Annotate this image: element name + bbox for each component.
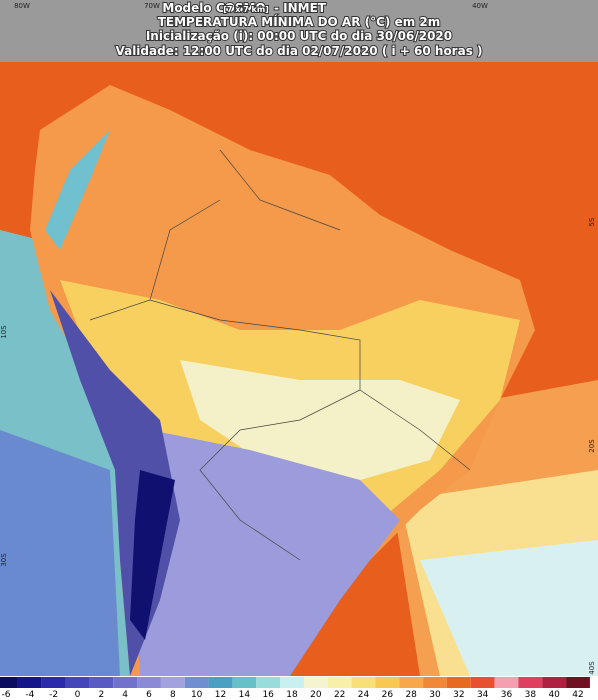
colombian-andes [45, 130, 110, 250]
borders [89, 149, 471, 561]
validity: Validade: 12:00 UTC do dia 02/07/2020 ( … [115, 44, 482, 58]
legend-label: 36 [501, 690, 513, 700]
legend-swatch [256, 677, 281, 688]
legend-swatch [351, 677, 376, 688]
andes-peak [130, 470, 175, 640]
model-name: Modelo COSMO [162, 1, 265, 15]
legend-swatch [137, 677, 161, 688]
legend-label: 22 [334, 690, 345, 700]
legend-label: 34 [477, 690, 489, 700]
legend-swatch [470, 677, 495, 688]
source: - INMET [274, 1, 327, 15]
latitude-label: 40S [588, 661, 596, 675]
header-band [0, 0, 598, 62]
legend-label: 32 [453, 690, 464, 700]
legend-swatch [184, 677, 209, 688]
legend-label: 10 [191, 690, 203, 700]
legend-swatch [399, 677, 424, 688]
map-title: TEMPERATURA MÍNIMA DO AR (°C) em 2m [158, 14, 441, 29]
latitude-label: 5S [588, 217, 596, 226]
legend-swatch [160, 677, 185, 688]
legend-label: 30 [429, 690, 441, 700]
cold-region [130, 430, 400, 676]
legend-swatch [113, 677, 138, 688]
legend-label: 38 [525, 690, 537, 700]
legend-swatch [89, 677, 114, 688]
legend-label: 20 [310, 690, 322, 700]
legend-swatch [303, 677, 328, 688]
latitude-label: 20S [588, 439, 596, 453]
legend-label: 42 [572, 690, 583, 700]
legend-label: 6 [146, 690, 152, 700]
legend-label: -4 [25, 690, 34, 700]
legend-swatch [518, 677, 543, 688]
legend-label: 24 [358, 690, 370, 700]
legend-label: 26 [382, 690, 394, 700]
legend-label: 28 [405, 690, 417, 700]
initialization: Inicialização (i): 00:00 UTC do dia 30/0… [146, 29, 452, 43]
legend-label: 18 [286, 690, 298, 700]
legend-swatch [208, 677, 233, 688]
longitude-label: 40W [472, 2, 488, 10]
legend-label: -2 [49, 690, 58, 700]
legend-swatch [17, 677, 42, 688]
legend-label: 40 [548, 690, 560, 700]
legend-swatch [0, 677, 18, 688]
legend-swatch [446, 677, 471, 688]
pacific-south [0, 430, 120, 676]
legend-swatch [41, 677, 66, 688]
legend-label: 0 [75, 690, 81, 700]
legend-label: 16 [262, 690, 274, 700]
legend-swatch [423, 677, 447, 688]
legend-swatch [566, 677, 590, 688]
legend-label: 14 [239, 690, 251, 700]
legend-swatch [327, 677, 352, 688]
legend-label: 12 [215, 690, 226, 700]
legend-swatch [65, 677, 90, 688]
resolution: [7 x 7 km] [223, 5, 269, 14]
legend-swatch [232, 677, 257, 688]
legend-swatch [494, 677, 519, 688]
latitude-label: 10S [0, 325, 8, 339]
legend-label: 4 [122, 690, 128, 700]
longitude-label: 70W [144, 2, 160, 10]
latitude-label: 30S [0, 553, 8, 567]
legend-swatch [542, 677, 567, 688]
legend-label: -6 [2, 690, 11, 700]
legend-swatch [375, 677, 400, 688]
legend-swatch [280, 677, 304, 688]
longitude-label: 80W [14, 2, 30, 10]
south-atlantic-cold [420, 540, 598, 676]
legend-label: 8 [170, 690, 176, 700]
header: Modelo COSMO [7 x 7 km] - INMET TEMPERAT… [114, 0, 483, 59]
legend-label: 2 [98, 690, 104, 700]
